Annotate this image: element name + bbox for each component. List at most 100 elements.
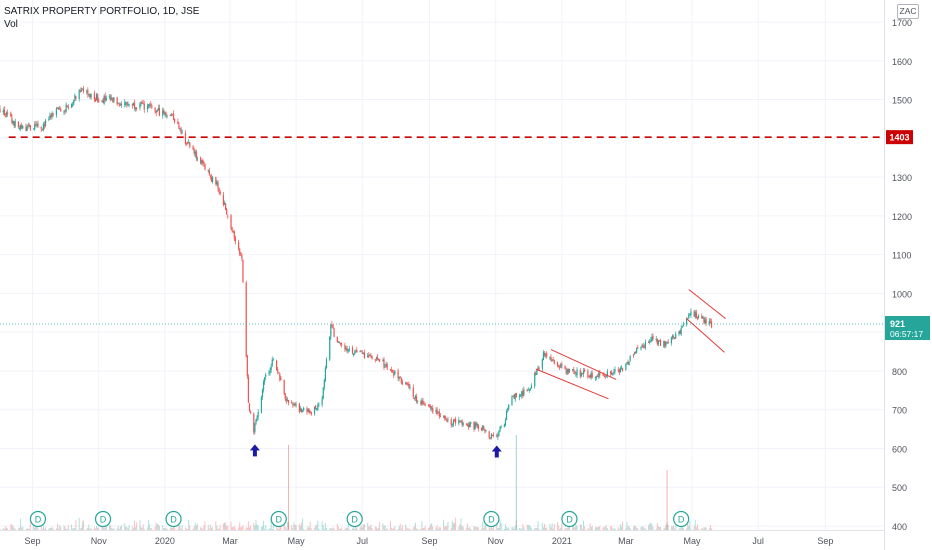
candle-body: [253, 413, 255, 433]
candle-body: [33, 128, 35, 130]
candle-body: [194, 151, 196, 155]
candle-body: [265, 374, 267, 377]
symbol-title: SATRIX PROPERTY PORTFOLIO, 1D, JSE: [4, 6, 200, 17]
candle-body: [204, 164, 206, 170]
candle-body: [271, 359, 273, 366]
candle-body: [466, 424, 469, 426]
candle-body: [300, 409, 303, 412]
candle-body: [70, 104, 73, 108]
candle-body: [423, 403, 425, 405]
candle-body: [678, 331, 680, 335]
y-tick-label: 500: [892, 483, 907, 493]
candle-body: [262, 381, 265, 390]
candle-body: [492, 434, 495, 436]
candle-body: [614, 369, 616, 372]
candle-body: [594, 376, 597, 379]
candle-body: [621, 368, 624, 371]
candle-body: [553, 359, 555, 364]
candle-body: [408, 383, 410, 388]
candle-body: [6, 112, 9, 114]
candle-body: [369, 354, 371, 356]
candle-body: [211, 176, 214, 182]
candle-body: [285, 398, 287, 401]
candle-body: [132, 103, 135, 105]
candle-body: [642, 345, 644, 348]
candle-body: [231, 227, 233, 231]
candle-body: [667, 341, 669, 344]
candle-body: [127, 104, 129, 106]
last-price-badge: [885, 316, 930, 341]
candle-body: [374, 359, 376, 361]
candle-body: [207, 170, 209, 172]
candle-body: [625, 364, 627, 371]
candle-body: [356, 349, 358, 353]
candle-body: [602, 374, 604, 376]
candle-body: [564, 365, 566, 370]
currency-button[interactable]: ZAC: [897, 4, 919, 19]
candle-body: [13, 121, 15, 127]
candle-body: [538, 368, 540, 370]
candle-body: [572, 369, 574, 371]
candle-body: [651, 336, 653, 341]
candle-body: [78, 90, 80, 100]
candle-body: [179, 128, 181, 130]
candle-body: [313, 406, 316, 414]
candle-body: [579, 370, 581, 377]
x-tick-label: Mar: [618, 536, 634, 546]
candle-body: [362, 352, 364, 354]
candle-body: [412, 387, 414, 397]
candle-body: [261, 389, 264, 398]
candle-body: [134, 107, 137, 109]
candle-body: [210, 176, 213, 182]
candle-body: [458, 419, 460, 424]
candle-body: [354, 352, 356, 355]
candle-body: [12, 121, 14, 124]
candle-body: [598, 372, 600, 377]
candle-body: [567, 369, 569, 373]
candle-body: [202, 159, 204, 164]
candle-body: [136, 107, 138, 109]
candle-body: [658, 340, 661, 342]
candle-body: [371, 355, 373, 359]
candle-body: [65, 104, 67, 112]
candle-body: [436, 409, 438, 415]
candle-body: [427, 404, 430, 406]
candle-body: [11, 117, 13, 124]
x-tick-label: Mar: [222, 536, 238, 546]
candle-body: [332, 324, 334, 329]
candle-body: [618, 369, 620, 373]
candle-body: [422, 400, 424, 404]
candle-body: [147, 104, 150, 107]
candle-body: [710, 321, 713, 328]
candle-body: [376, 356, 379, 360]
candle-body: [116, 97, 118, 105]
candle-body: [338, 341, 341, 343]
candle-body: [390, 369, 393, 372]
candle-body: [21, 124, 23, 129]
candle-body: [672, 335, 675, 337]
candle-body: [0, 108, 1, 113]
candle-body: [688, 314, 690, 319]
candle-body: [162, 110, 164, 116]
candle-body: [606, 371, 609, 376]
candle-body: [51, 112, 53, 117]
candle-body: [268, 372, 270, 374]
dividend-label: D: [678, 515, 685, 525]
candle-body: [247, 377, 249, 403]
candle-body: [279, 373, 281, 381]
candle-body: [89, 94, 91, 98]
candle-body: [497, 434, 499, 438]
candle-body: [44, 120, 47, 126]
candle-body: [4, 116, 7, 118]
candle-body: [641, 344, 643, 347]
candle-body: [131, 104, 133, 106]
candle-body: [505, 411, 508, 420]
y-tick-label: 600: [892, 444, 907, 454]
candle-body: [537, 367, 539, 369]
candle-body: [485, 430, 487, 432]
candle-body: [701, 316, 703, 319]
candle-body: [520, 395, 522, 397]
candle-body: [28, 124, 30, 126]
candle-body: [490, 434, 492, 438]
